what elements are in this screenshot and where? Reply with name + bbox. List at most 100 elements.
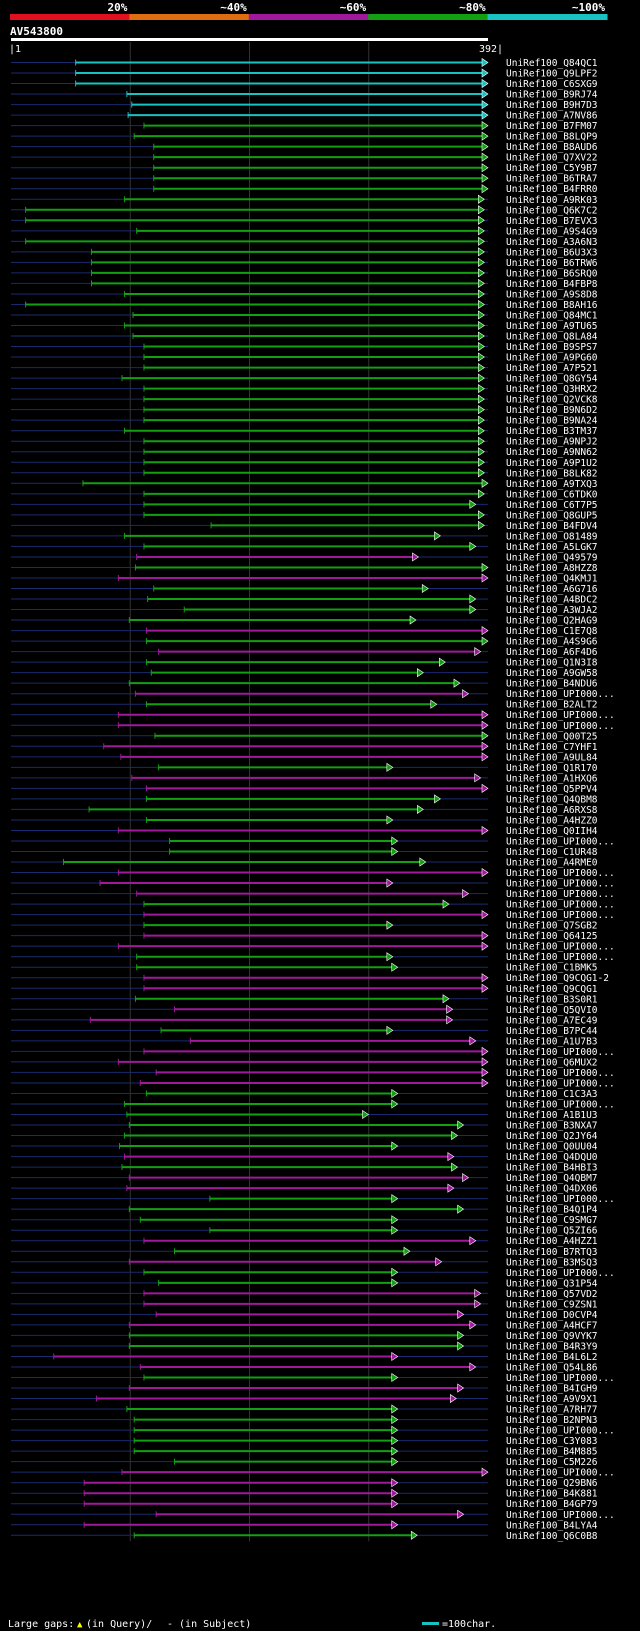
hit-label[interactable]: UniRef100_Q9LPF2	[506, 69, 598, 80]
hit-label[interactable]: UniRef100_Q0IIH4	[506, 826, 598, 837]
hit-label[interactable]: UniRef100_B8LK82	[506, 468, 598, 479]
hit-label[interactable]: UniRef100_Q7XV22	[506, 153, 598, 164]
hit-label[interactable]: UniRef100_B4R3Y9	[506, 1341, 598, 1352]
hit-label[interactable]: UniRef100_B4Q1P4	[506, 1205, 598, 1216]
hit-label[interactable]: UniRef100_C9ZSN1	[506, 1299, 598, 1310]
hit-label[interactable]: UniRef100_UPI000...	[506, 952, 615, 963]
hit-label[interactable]: UniRef100_UPI000...	[506, 721, 615, 732]
hit-label[interactable]: UniRef100_A4S9G6	[506, 637, 598, 648]
hit-label[interactable]: UniRef100_UPI000...	[506, 836, 615, 847]
hit-label[interactable]: UniRef100_Q2HAG9	[506, 616, 598, 627]
hit-label[interactable]: UniRef100_D0CVP4	[506, 1310, 598, 1321]
hit-label[interactable]: UniRef100_UPI000...	[506, 1268, 615, 1279]
hit-label[interactable]: UniRef100_B8AH16	[506, 300, 598, 311]
hit-label[interactable]: UniRef100_B8AUD6	[506, 142, 598, 153]
hit-label[interactable]: UniRef100_C1C3A3	[506, 1089, 598, 1100]
hit-label[interactable]: UniRef100_Q5PPV4	[506, 784, 598, 795]
hit-label[interactable]: UniRef100_UPI000...	[506, 889, 615, 900]
hit-label[interactable]: UniRef100_A4HZZ1	[506, 1236, 598, 1247]
hit-label[interactable]: UniRef100_A6F4D6	[506, 647, 598, 658]
hit-label[interactable]: UniRef100_C5M226	[506, 1457, 598, 1468]
hit-label[interactable]: UniRef100_A4RME0	[506, 858, 598, 869]
hit-label[interactable]: UniRef100_Q1N3I8	[506, 658, 598, 669]
hit-label[interactable]: UniRef100_C6SXG9	[506, 79, 598, 90]
hit-label[interactable]: UniRef100_B4FDV4	[506, 521, 598, 532]
hit-label[interactable]: UniRef100_UPI000...	[506, 689, 615, 700]
hit-label[interactable]: UniRef100_UPI000...	[506, 879, 615, 890]
hit-label[interactable]: UniRef100_Q4DQU0	[506, 1152, 598, 1163]
hit-label[interactable]: UniRef100_A6RXS8	[506, 805, 598, 816]
hit-label[interactable]: UniRef100_B4LYA4	[506, 1520, 598, 1531]
hit-label[interactable]: UniRef100_A7NV86	[506, 111, 598, 122]
hit-label[interactable]: UniRef100_A9TXQ3	[506, 479, 598, 490]
hit-label[interactable]: UniRef100_Q64125	[506, 931, 598, 942]
hit-label[interactable]: UniRef100_Q6C0B8	[506, 1531, 598, 1542]
hit-label[interactable]: UniRef100_UPI000...	[506, 868, 615, 879]
hit-label[interactable]: UniRef100_UPI000...	[506, 1078, 615, 1089]
hit-label[interactable]: UniRef100_UPI000...	[506, 1468, 615, 1479]
hit-label[interactable]: UniRef100_C5Y9B7	[506, 163, 598, 174]
hit-label[interactable]: UniRef100_A9PG60	[506, 353, 598, 364]
hit-label[interactable]: UniRef100_B2ALT2	[506, 700, 598, 711]
hit-label[interactable]: UniRef100_Q4QBM8	[506, 794, 598, 805]
hit-label[interactable]: UniRef100_B4IGH9	[506, 1384, 598, 1395]
hit-label[interactable]: UniRef100_B4M885	[506, 1447, 598, 1458]
hit-label[interactable]: UniRef100_C7YHF1	[506, 742, 598, 753]
hit-label[interactable]: UniRef100_A7P521	[506, 363, 598, 374]
hit-label[interactable]: UniRef100_Q0UU04	[506, 1142, 598, 1153]
hit-label[interactable]: UniRef100_B6SRQ0	[506, 268, 598, 279]
hit-label[interactable]: UniRef100_A7EC49	[506, 1015, 598, 1026]
hit-label[interactable]: UniRef100_B9SPS7	[506, 342, 598, 353]
hit-label[interactable]: UniRef100_Q5QVI0	[506, 1005, 598, 1016]
hit-label[interactable]: UniRef100_A5LGK7	[506, 542, 598, 553]
hit-label[interactable]: UniRef100_Q8GY54	[506, 374, 598, 385]
hit-label[interactable]: UniRef100_B3TM37	[506, 426, 598, 437]
hit-label[interactable]: UniRef100_B7PC44	[506, 1026, 598, 1037]
hit-label[interactable]: UniRef100_A7RH77	[506, 1405, 598, 1416]
hit-label[interactable]: UniRef100_B6TRA7	[506, 174, 598, 185]
hit-label[interactable]: UniRef100_UPI000...	[506, 900, 615, 911]
hit-label[interactable]: UniRef100_Q54L86	[506, 1362, 598, 1373]
hit-label[interactable]: UniRef100_C6TDK0	[506, 489, 598, 500]
hit-label[interactable]: UniRef100_A4BDC2	[506, 595, 598, 606]
hit-label[interactable]: UniRef100_UPI000...	[506, 1047, 615, 1058]
hit-label[interactable]: UniRef100_A6G716	[506, 584, 598, 595]
hit-label[interactable]: UniRef100_Q9CQG1	[506, 984, 598, 995]
hit-label[interactable]: UniRef100_Q4QBM7	[506, 1173, 598, 1184]
hit-label[interactable]: UniRef100_B4GP79	[506, 1499, 598, 1510]
hit-label[interactable]: UniRef100_C3Y083	[506, 1436, 598, 1447]
hit-label[interactable]: UniRef100_Q4DX06	[506, 1184, 598, 1195]
hit-label[interactable]: UniRef100_UPI000...	[506, 1510, 615, 1521]
hit-label[interactable]: UniRef100_Q8GUP5	[506, 510, 598, 521]
hit-label[interactable]: UniRef100_B3MSQ3	[506, 1257, 598, 1268]
hit-label[interactable]: UniRef100_Q00T25	[506, 731, 598, 742]
hit-label[interactable]: UniRef100_UPI000...	[506, 1099, 615, 1110]
hit-label[interactable]: UniRef100_A3WJA2	[506, 605, 598, 616]
hit-label[interactable]: UniRef100_B3NXA7	[506, 1121, 598, 1132]
hit-label[interactable]: UniRef100_A9TU65	[506, 321, 598, 332]
hit-label[interactable]: UniRef100_A4HCF7	[506, 1320, 598, 1331]
hit-label[interactable]: UniRef100_A3A6N3	[506, 237, 598, 248]
hit-label[interactable]: UniRef100_UPI000...	[506, 942, 615, 953]
hit-label[interactable]: UniRef100_B7RTQ3	[506, 1247, 598, 1258]
hit-label[interactable]: UniRef100_A1B1U3	[506, 1110, 598, 1121]
hit-label[interactable]: UniRef100_B2NPN3	[506, 1415, 598, 1426]
hit-label[interactable]: UniRef100_B9N6D2	[506, 405, 598, 416]
hit-label[interactable]: UniRef100_UPI000...	[506, 1194, 615, 1205]
hit-label[interactable]: UniRef100_B4L6L2	[506, 1352, 598, 1363]
hit-label[interactable]: UniRef100_A9UL84	[506, 752, 598, 763]
hit-label[interactable]: UniRef100_B8LQP9	[506, 132, 598, 143]
hit-label[interactable]: UniRef100_A9V9X1	[506, 1394, 598, 1405]
hit-label[interactable]: UniRef100_A9S8D8	[506, 289, 598, 300]
hit-label[interactable]: UniRef100_A9GW58	[506, 668, 598, 679]
hit-label[interactable]: UniRef100_Q1R170	[506, 763, 598, 774]
hit-label[interactable]: UniRef100_Q29BN6	[506, 1478, 598, 1489]
hit-label[interactable]: UniRef100_B7EVX3	[506, 216, 598, 227]
hit-label[interactable]: UniRef100_Q8LA84	[506, 332, 598, 343]
hit-label[interactable]: UniRef100_A9S4G9	[506, 226, 598, 237]
hit-label[interactable]: UniRef100_A9P1U2	[506, 458, 598, 469]
hit-label[interactable]: UniRef100_C9SMG7	[506, 1215, 598, 1226]
hit-label[interactable]: UniRef100_B3S0R1	[506, 994, 598, 1005]
hit-label[interactable]: UniRef100_Q6K7C2	[506, 205, 598, 216]
hit-label[interactable]: UniRef100_B4K881	[506, 1489, 598, 1500]
